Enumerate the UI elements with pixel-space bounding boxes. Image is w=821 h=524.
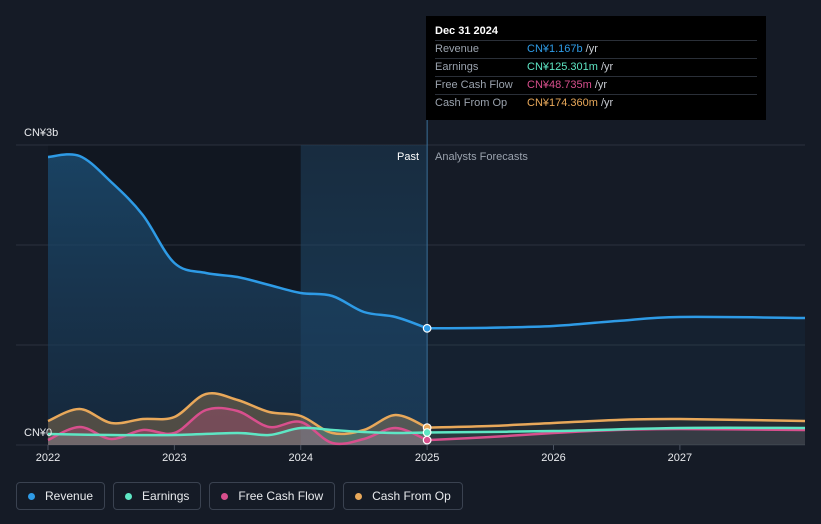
- past-region-label: Past: [397, 151, 419, 163]
- tooltip-label: Free Cash Flow: [435, 79, 513, 91]
- legend-dot-icon: [221, 492, 229, 500]
- cash-from-op-past-line: [47, 392, 428, 436]
- tooltip-row-earnings: Earnings CN¥125.301m /yr: [435, 58, 757, 76]
- legend-dot-icon: [355, 492, 363, 500]
- tooltip-row-revenue: Revenue CN¥1.167b /yr: [435, 40, 757, 58]
- legend-label: Cash From Op: [372, 489, 451, 503]
- legend-item-cash-from-op[interactable]: Cash From Op: [343, 482, 463, 510]
- tooltip-row-cash-from-op: Cash From Op CN¥174.360m /yr: [435, 94, 757, 112]
- tooltip-unit: /yr: [600, 61, 614, 73]
- legend-dot-icon: [125, 492, 133, 500]
- free-cash-flow-past-line: [47, 406, 428, 446]
- revenue-marker: [422, 323, 432, 333]
- y-axis-bottom-label: CN¥0: [24, 427, 52, 439]
- value-markers: [422, 323, 432, 445]
- revenue-forecast-area: [427, 316, 805, 445]
- cash-from-op-past-area: [48, 393, 428, 445]
- legend-item-revenue[interactable]: Revenue: [16, 482, 106, 510]
- tooltip-value: CN¥48.735m: [527, 79, 592, 91]
- forecast-region-label: Analysts Forecasts: [435, 151, 528, 163]
- tooltip-unit: /yr: [594, 79, 608, 91]
- tooltip-value: CN¥125.301m: [527, 61, 598, 73]
- tooltip-label: Cash From Op: [435, 97, 508, 109]
- tooltip-value: CN¥174.360m: [527, 97, 598, 109]
- tooltip-unit: /yr: [600, 97, 614, 109]
- chart-legend: Revenue Earnings Free Cash Flow Cash Fro…: [16, 482, 463, 510]
- revenue-past-line: [47, 153, 428, 330]
- series-areas: [48, 154, 805, 445]
- free-cash-flow-marker: [422, 435, 432, 445]
- free-cash-flow-forecast-area: [427, 429, 805, 445]
- x-tick-label: 2027: [668, 452, 692, 464]
- x-tick-label: 2025: [415, 452, 439, 464]
- tooltip-value: CN¥1.167b: [527, 43, 583, 55]
- tooltip-row-free-cash-flow: Free Cash Flow CN¥48.735m /yr: [435, 76, 757, 94]
- x-tick-label: 2023: [162, 452, 186, 464]
- y-axis-top-label: CN¥3b: [24, 127, 58, 139]
- x-tick-label: 2024: [289, 452, 313, 464]
- tooltip-label: Revenue: [435, 43, 480, 55]
- legend-item-free-cash-flow[interactable]: Free Cash Flow: [209, 482, 336, 510]
- tooltip-label: Earnings: [435, 61, 479, 73]
- tooltip-unit: /yr: [585, 43, 598, 55]
- cash-from-op-forecast-line: [427, 417, 806, 429]
- legend-label: Free Cash Flow: [238, 489, 324, 503]
- revenue-past-area: [48, 154, 428, 445]
- legend-item-earnings[interactable]: Earnings: [113, 482, 202, 510]
- legend-dot-icon: [28, 492, 35, 500]
- series-lines: [47, 153, 806, 446]
- x-axis-ticks: 2022 2023 2024 2025 2026 2027: [36, 445, 692, 464]
- legend-label: Revenue: [45, 489, 94, 503]
- earnings-forecast-line: [427, 426, 806, 434]
- x-tick-label: 2026: [541, 452, 565, 464]
- x-tick-label: 2022: [36, 452, 60, 464]
- tooltip-date: Dec 31 2024: [435, 25, 498, 37]
- legend-label: Earnings: [142, 489, 190, 503]
- hover-tooltip: Dec 31 2024 Revenue CN¥1.167b /yr Earnin…: [426, 16, 766, 120]
- revenue-forecast-line: [427, 315, 806, 330]
- earnings-marker: [422, 428, 432, 437]
- earnings-past-line: [47, 426, 428, 437]
